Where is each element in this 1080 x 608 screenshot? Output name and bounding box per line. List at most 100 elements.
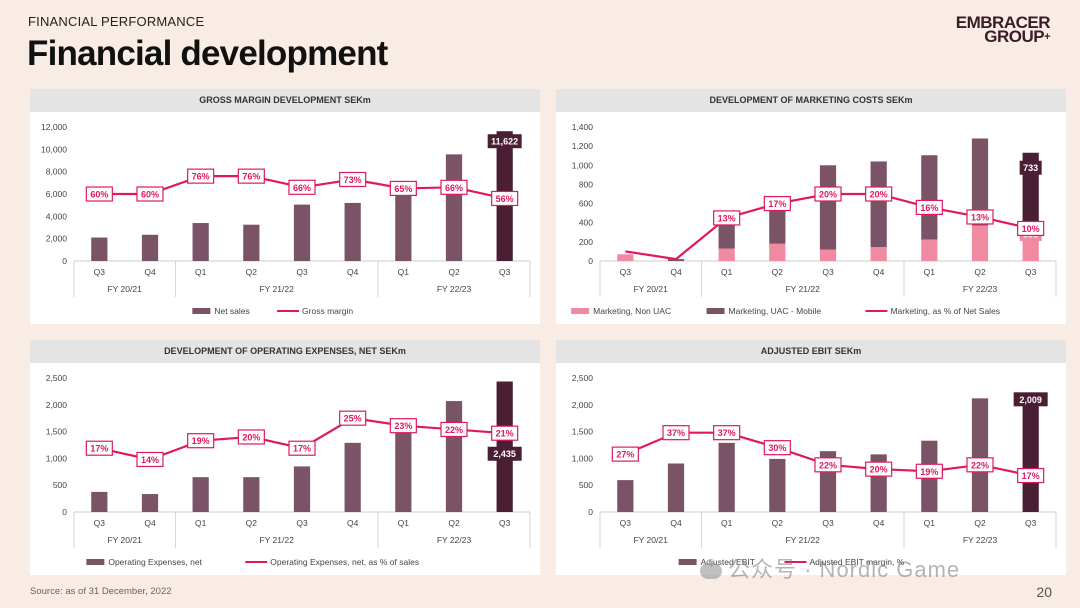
line-point-label: 14% bbox=[141, 455, 159, 465]
bar bbox=[617, 480, 634, 512]
bar-segment-uac bbox=[870, 161, 887, 248]
legend-label: Adjusted EBIT margin, % bbox=[810, 557, 905, 567]
line-point-label: 19% bbox=[192, 436, 210, 446]
page-number: 20 bbox=[1036, 584, 1052, 600]
line-point-box bbox=[865, 461, 893, 477]
line-point-label: 13% bbox=[718, 213, 736, 223]
x-tick-label: Q3 bbox=[620, 518, 632, 528]
line-point-label: 17% bbox=[768, 199, 786, 209]
x-tick-label: Q4 bbox=[347, 518, 359, 528]
line-point-label: 37% bbox=[718, 428, 736, 438]
x-tick-label: Q3 bbox=[1025, 518, 1037, 528]
line-point-box bbox=[237, 168, 265, 184]
y-tick-label: 0 bbox=[62, 507, 67, 517]
group-label: FY 22/23 bbox=[437, 535, 472, 545]
bar-segment-uac bbox=[921, 155, 938, 240]
line-point-label: 23% bbox=[394, 421, 412, 431]
y-tick-label: 2,000 bbox=[572, 400, 594, 410]
x-tick-label: Q4 bbox=[873, 267, 885, 277]
line-point-label: 13% bbox=[971, 212, 989, 222]
line-point-box bbox=[966, 457, 994, 473]
panel-opex: DEVELOPMENT OF OPERATING EXPENSES, NET S… bbox=[30, 340, 540, 575]
bar-segment-uac bbox=[819, 165, 837, 250]
bar-segment-non-uac bbox=[870, 247, 887, 261]
line-point-box bbox=[288, 179, 316, 195]
y-tick-label: 2,000 bbox=[46, 234, 68, 244]
line-point-label: 27% bbox=[616, 450, 634, 460]
line-point-box bbox=[187, 433, 215, 449]
legend-label: Operating Expenses, net bbox=[108, 557, 202, 567]
line-point-label: 25% bbox=[344, 414, 362, 424]
bar-value-box bbox=[487, 134, 522, 149]
bar-segment-non-uac bbox=[718, 248, 735, 261]
line-point-box bbox=[339, 410, 367, 426]
line-point-label: 66% bbox=[445, 183, 463, 193]
bar-value-label: 2,009 bbox=[1019, 395, 1042, 405]
bar-segment-non-uac bbox=[819, 249, 837, 261]
group-label: FY 21/22 bbox=[785, 535, 820, 545]
line-point-label: 17% bbox=[1022, 471, 1040, 481]
bar bbox=[769, 458, 786, 512]
panel-ebit: ADJUSTED EBIT SEKm 2,500 2,000 1,500 1,000 5… bbox=[556, 340, 1066, 575]
y-tick-label: 1,000 bbox=[572, 453, 594, 463]
bar bbox=[91, 491, 108, 512]
x-tick-label: Q2 bbox=[246, 267, 258, 277]
x-tick-label: Q3 bbox=[1025, 267, 1037, 277]
bar bbox=[395, 187, 412, 261]
y-tick-label: 2,500 bbox=[46, 373, 68, 383]
line-point-label: 19% bbox=[920, 467, 938, 477]
x-tick-label: Q3 bbox=[620, 267, 632, 277]
x-tick-label: Q1 bbox=[924, 267, 936, 277]
line-point-box bbox=[389, 180, 417, 197]
line-point-box bbox=[763, 440, 791, 456]
company-logo: EMBRACER GROUP+ bbox=[940, 13, 1051, 46]
bar-value-box bbox=[1013, 392, 1048, 407]
line-point-box bbox=[339, 171, 367, 188]
line-point-label: 22% bbox=[819, 460, 837, 470]
watermark: 公众号 · Nordic Game bbox=[700, 552, 960, 584]
x-tick-label: Q1 bbox=[721, 518, 733, 528]
bar bbox=[293, 204, 311, 261]
y-tick-label: 6,000 bbox=[46, 189, 68, 199]
logo-line1: EMBRACER bbox=[955, 13, 1051, 32]
wechat-icon bbox=[700, 563, 722, 580]
panel-title: GROSS MARGIN DEVELOPMENT SEKm bbox=[30, 89, 540, 112]
x-tick-label: Q3 bbox=[822, 518, 834, 528]
legend-label: Marketing, as % of Net Sales bbox=[890, 306, 1000, 316]
line-point-label: 21% bbox=[496, 429, 514, 439]
group-label: FY 22/23 bbox=[437, 284, 472, 294]
line-point-box bbox=[915, 463, 943, 479]
line-point-box bbox=[491, 190, 519, 207]
line-point-box bbox=[440, 421, 468, 438]
group-label: FY 20/21 bbox=[107, 535, 142, 545]
bar-segment-non-uac bbox=[617, 254, 634, 261]
group-label: FY 20/21 bbox=[107, 284, 142, 294]
line-point-label: 20% bbox=[870, 190, 888, 200]
legend-bar-swatch bbox=[706, 308, 725, 314]
line-point-box bbox=[611, 446, 639, 462]
bar bbox=[344, 202, 361, 261]
line-point-box bbox=[440, 179, 468, 195]
x-tick-label: Q3 bbox=[296, 267, 308, 277]
x-tick-label: Q3 bbox=[94, 267, 106, 277]
bar-value-box bbox=[487, 446, 522, 461]
x-tick-label: Q2 bbox=[974, 267, 986, 277]
x-tick-label: Q2 bbox=[772, 267, 784, 277]
marketing-chart: 1,400 1,200 1,000 800 600 400 200 0 Q3 Q4 Q1 Q2 Q3 Q4… bbox=[571, 122, 1057, 316]
y-tick-label: 1,500 bbox=[46, 427, 68, 437]
line-point-label: 20% bbox=[242, 432, 260, 442]
y-tick-label: 600 bbox=[579, 199, 593, 209]
x-tick-label: Q2 bbox=[448, 518, 460, 528]
line-point-label: 20% bbox=[870, 465, 888, 475]
y-tick-label: 400 bbox=[579, 218, 593, 228]
x-tick-label: Q4 bbox=[670, 518, 682, 528]
x-tick-label: Q4 bbox=[670, 267, 682, 277]
bar bbox=[971, 398, 989, 512]
line-point-label: 76% bbox=[192, 172, 210, 182]
logo-line2: GROUP+ bbox=[984, 27, 1050, 46]
line-point-label: 76% bbox=[242, 172, 260, 182]
bar bbox=[667, 463, 685, 512]
panel-title: ADJUSTED EBIT SEKm bbox=[556, 340, 1066, 363]
bar bbox=[1022, 404, 1039, 512]
line-point-label: 16% bbox=[920, 203, 938, 213]
